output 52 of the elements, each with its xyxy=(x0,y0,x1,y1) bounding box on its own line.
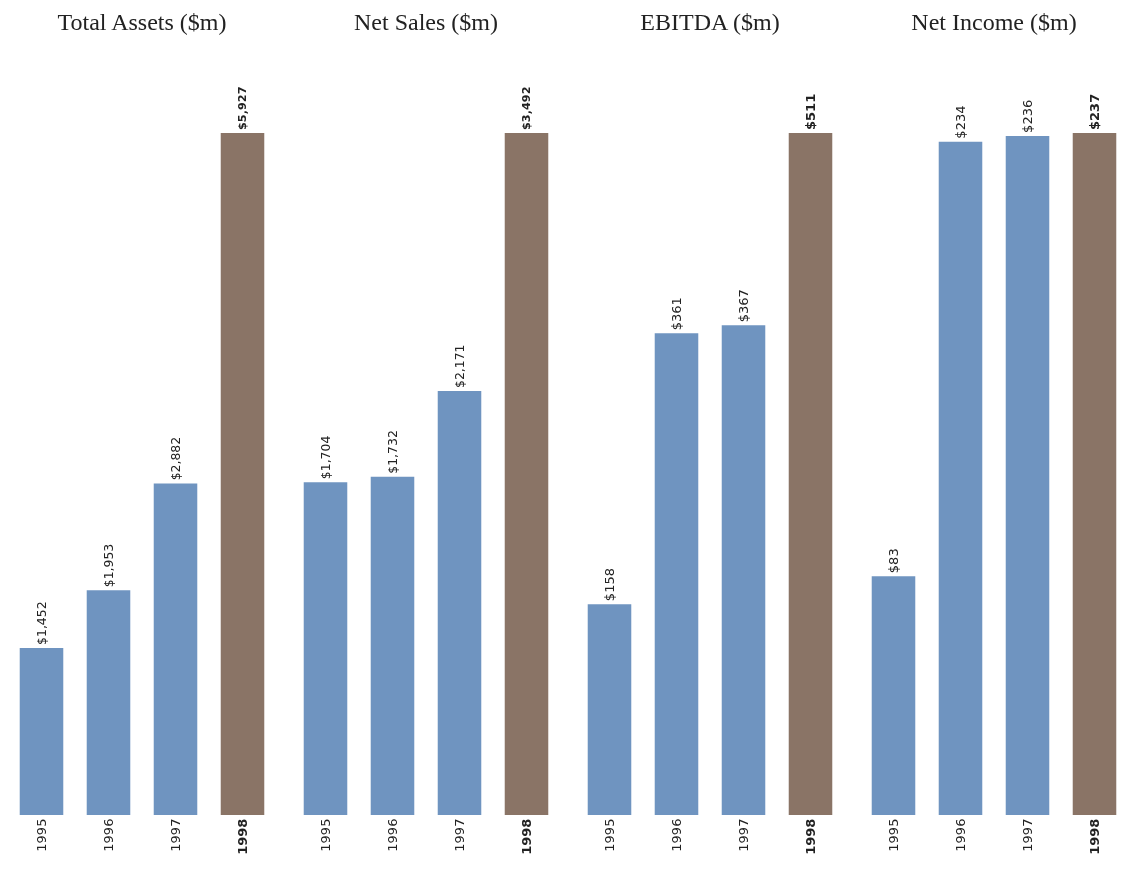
chart-title: EBITDA ($m) xyxy=(640,8,780,35)
data-label: $1,953 xyxy=(100,543,116,588)
bar xyxy=(437,391,482,815)
bar xyxy=(871,576,916,815)
x-tick-label: 1997 xyxy=(735,818,751,852)
data-label: $234 xyxy=(953,105,968,139)
data-label: $361 xyxy=(669,297,684,331)
data-label: $2,882 xyxy=(167,436,183,481)
x-tick-label: 1997 xyxy=(167,818,183,852)
bar xyxy=(654,333,699,815)
data-label: $3,492 xyxy=(520,86,534,130)
x-tick-label: 1996 xyxy=(384,818,400,852)
chart-title: Net Income ($m) xyxy=(911,8,1077,35)
bar xyxy=(220,133,265,815)
x-tick-label: 1995 xyxy=(317,818,333,852)
chart-title: Total Assets ($m) xyxy=(57,8,227,35)
data-label: $237 xyxy=(1087,93,1102,130)
x-tick-label: 1995 xyxy=(885,818,901,852)
x-tick-label: 1996 xyxy=(100,818,116,852)
data-label: $158 xyxy=(602,568,617,602)
x-tick-label: 1998 xyxy=(802,818,818,855)
bar xyxy=(86,590,131,815)
bar xyxy=(1005,135,1050,815)
x-tick-label: 1998 xyxy=(518,818,534,855)
bar xyxy=(153,483,198,815)
data-label: $1,452 xyxy=(33,601,49,645)
x-tick-label: 1996 xyxy=(952,818,968,852)
data-label: $367 xyxy=(736,289,752,323)
bar xyxy=(721,325,766,815)
bar xyxy=(788,133,833,815)
bar xyxy=(587,604,632,815)
x-tick-label: 1996 xyxy=(668,818,684,852)
x-tick-label: 1998 xyxy=(1086,818,1102,855)
x-tick-label: 1998 xyxy=(234,818,250,855)
chart-title: Net Sales ($m) xyxy=(354,8,498,35)
x-tick-label: 1995 xyxy=(33,818,49,852)
bar xyxy=(938,141,983,815)
data-label: $2,171 xyxy=(451,344,467,388)
data-label: $511 xyxy=(803,93,818,130)
bar xyxy=(19,647,64,815)
data-label: $5,927 xyxy=(236,86,250,130)
bar xyxy=(303,482,348,815)
data-label: $1,732 xyxy=(384,430,400,474)
bar xyxy=(504,133,549,815)
x-tick-label: 1995 xyxy=(601,818,617,852)
bar xyxy=(1072,133,1117,815)
bar xyxy=(370,476,415,815)
x-tick-label: 1997 xyxy=(451,818,467,852)
data-label: $1,704 xyxy=(317,435,333,480)
data-label: $83 xyxy=(886,548,901,574)
data-label: $236 xyxy=(1020,99,1036,133)
x-tick-label: 1997 xyxy=(1019,818,1035,852)
